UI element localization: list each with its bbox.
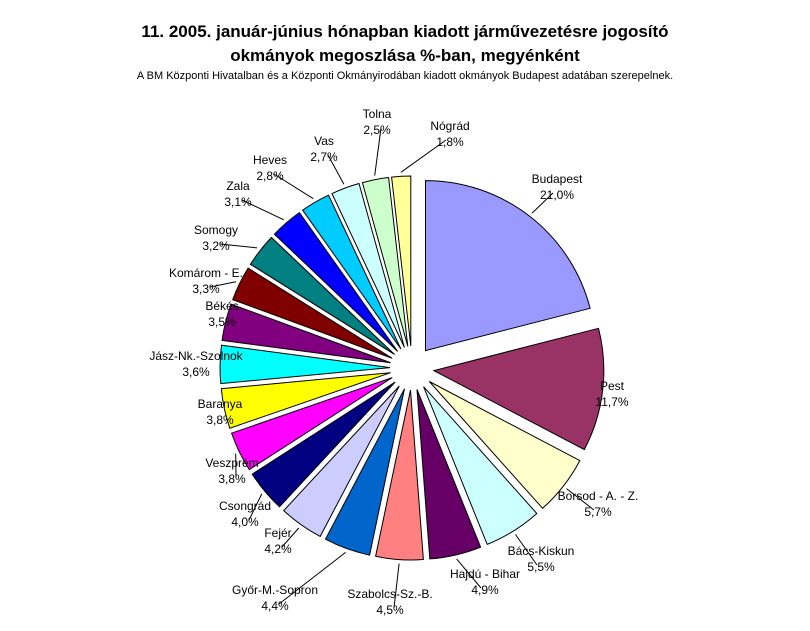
leader-line-borsod-a-z (566, 488, 595, 511)
leader-line-csongrad (248, 493, 263, 521)
slice-value-bekes: 3,5% (208, 315, 236, 329)
slice-value-csongrad: 4,0% (231, 515, 259, 529)
pie-slice-borsod-a-z (428, 381, 581, 510)
pie-slice-jasz-nk-szolnok (219, 344, 391, 385)
slice-value-budapest: 21,0% (540, 188, 574, 202)
slice-value-pest: 11,7% (595, 395, 628, 409)
leader-line-heves (273, 173, 314, 200)
pie-slice-csongrad (251, 381, 396, 508)
pie-slice-komarom-e (232, 267, 393, 359)
slice-value-veszprem: 3,8% (218, 472, 246, 486)
pie-slice-baranya (220, 372, 391, 429)
slice-value-gyor-m-sopron: 4,4% (261, 599, 289, 613)
slice-label-budapest: Budapest (532, 172, 583, 186)
pie-slice-hajdu-bihar (416, 389, 482, 560)
slice-label-csongrad: Csongrád (219, 499, 271, 513)
pie-slice-fejer (282, 385, 400, 538)
slice-value-baranya: 3,8% (206, 413, 234, 427)
slice-value-nograd: 1,8% (436, 135, 464, 149)
slice-label-fejer: Fejér (264, 526, 291, 540)
leader-line-hajdu-bihar (456, 558, 482, 589)
slice-label-tolna: Tolna (363, 107, 392, 121)
pie-slice-pest (432, 327, 605, 451)
slice-value-fejer: 4,2% (264, 542, 292, 556)
slice-value-tolna: 2,5% (363, 123, 391, 137)
leader-line-bacs-kiskun (515, 534, 538, 566)
pie-slice-veszprem (230, 377, 393, 471)
pie-slice-bekes (221, 303, 391, 364)
slice-label-somogy: Somogy (194, 223, 238, 237)
pie-slice-tolna (361, 176, 409, 347)
slice-label-hajdu-bihar: Hajdú - Bihar (450, 567, 520, 581)
chart-title-line-2: okmányok megoszlása %-ban, megyénként (230, 46, 580, 65)
leader-line-somogy (219, 243, 258, 249)
slice-label-zala: Zala (226, 179, 250, 193)
pie-slice-nograd (391, 175, 412, 347)
pie-slice-vas (331, 182, 405, 348)
slice-label-gyor-m-sopron: Győr-M.-Sopron (232, 583, 318, 597)
slice-value-hajdu-bihar: 4,9% (471, 583, 499, 597)
pie-slice-zala (273, 211, 399, 352)
pie-slice-szabolcs-sz-b (375, 389, 424, 561)
slice-value-jasz-nk-szolnok: 3,6% (182, 365, 210, 379)
pie-slice-bacs-kiskun (423, 386, 538, 546)
slice-value-somogy: 3,2% (202, 239, 230, 253)
leader-line-gyor-m-sopron (278, 552, 346, 605)
slice-label-veszprem: Veszprém (205, 456, 258, 470)
pie-slice-budapest (425, 180, 591, 352)
slice-value-komarom-e: 3,3% (192, 282, 220, 296)
slice-value-heves: 2,8% (256, 169, 284, 183)
slice-label-nograd: Nógrád (430, 119, 469, 133)
chart-title-line-1: 11. 2005. január-június hónapban kiadott… (141, 22, 669, 41)
slice-value-zala: 3,1% (224, 195, 252, 209)
slice-label-pest: Pest (600, 379, 625, 393)
leader-line-komarom-e (209, 281, 237, 288)
slice-label-bekes: Békés (205, 299, 238, 313)
chart-subtitle: A BM Központi Hivatalban és a Központi O… (136, 70, 674, 82)
slice-label-jasz-nk-szolnok: Jász-Nk.-Szolnok (149, 349, 243, 363)
slice-label-baranya: Baranya (198, 397, 243, 411)
slice-value-vas: 2,7% (310, 150, 338, 164)
slice-value-szabolcs-sz-b: 4,5% (376, 603, 404, 617)
leader-line-vas (327, 154, 345, 185)
slice-value-borsod-a-z: 5,7% (584, 505, 612, 519)
pie-slice-heves (302, 194, 402, 350)
pie-slice-somogy (249, 236, 395, 355)
leader-line-budapest (531, 192, 554, 214)
slice-label-borsod-a-z: Borsod - A. - Z. (558, 489, 639, 503)
leader-line-nograd (400, 139, 447, 173)
slice-label-komarom-e: Komárom - E. (169, 266, 243, 280)
leader-line-zala (241, 199, 285, 221)
leader-line-tolna (374, 127, 382, 176)
slice-label-vas: Vas (314, 134, 334, 148)
pie-slice-gyor-m-sopron (324, 388, 405, 556)
leader-line-fejer (281, 527, 300, 548)
leader-line-szabolcs-sz-b (393, 563, 400, 609)
slice-label-bacs-kiskun: Bács-Kiskun (508, 544, 575, 558)
slice-label-heves: Heves (253, 153, 287, 167)
slice-label-szabolcs-sz-b: Szabolcs-Sz.-B. (347, 587, 432, 601)
slice-value-bacs-kiskun: 5,5% (527, 560, 555, 574)
